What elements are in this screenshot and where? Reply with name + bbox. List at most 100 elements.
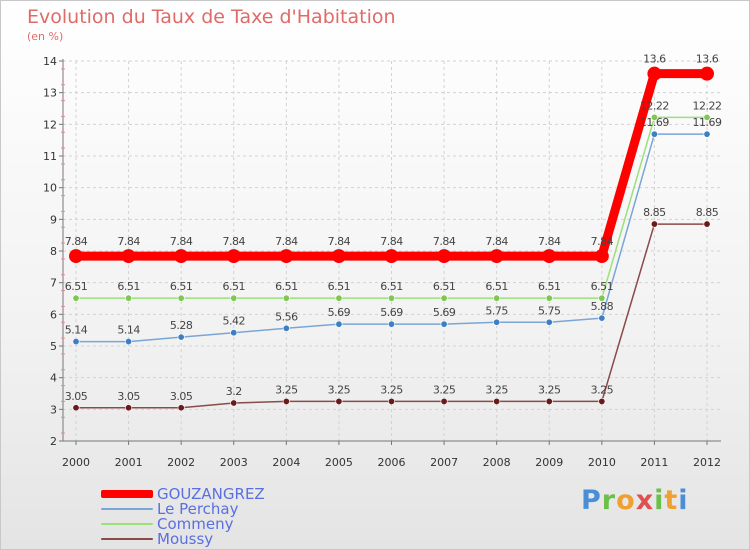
y-tick-label: 14 [43, 55, 57, 68]
legend-label: Moussy [157, 530, 214, 548]
data-label: 6.51 [223, 280, 246, 293]
data-point [335, 397, 343, 405]
data-point [437, 249, 452, 264]
data-label: 6.51 [275, 280, 298, 293]
data-label: 7.84 [538, 235, 561, 248]
data-label: 5.56 [275, 310, 298, 323]
data-point [230, 294, 238, 302]
data-label: 5.75 [485, 304, 508, 317]
legend-swatch [101, 538, 153, 540]
x-tick-label: 2012 [693, 456, 721, 469]
data-point [282, 294, 290, 302]
data-label: 5.69 [328, 306, 351, 319]
data-label: 6.51 [65, 280, 88, 293]
data-point [703, 113, 711, 121]
y-tick-label: 4 [50, 372, 57, 385]
legend-label: Le Perchay [157, 500, 239, 518]
data-point [598, 397, 606, 405]
data-label: 11.69 [693, 116, 722, 129]
data-point [226, 249, 241, 264]
data-label: 5.14 [117, 324, 140, 337]
y-tick-label: 2 [50, 435, 57, 448]
data-label: 3.25 [591, 383, 614, 396]
data-point [700, 66, 714, 81]
data-point [69, 249, 83, 264]
data-label: 3.25 [275, 383, 298, 396]
data-label: 8.85 [696, 206, 719, 219]
data-point [542, 249, 557, 264]
data-point [72, 294, 80, 302]
legend-item-moussy: Moussy [101, 531, 213, 547]
data-point [177, 294, 185, 302]
data-point [72, 338, 80, 346]
data-point [493, 294, 501, 302]
data-label: 5.75 [538, 304, 561, 317]
data-point [650, 130, 658, 138]
data-point [703, 220, 711, 228]
x-tick-label: 2008 [483, 456, 511, 469]
data-label: 5.28 [170, 319, 193, 332]
data-label: 3.25 [433, 383, 456, 396]
x-tick-label: 2003 [220, 456, 248, 469]
data-label: 8.85 [643, 206, 666, 219]
data-point [177, 333, 185, 341]
y-tick-label: 9 [50, 213, 57, 226]
data-point [440, 294, 448, 302]
x-tick-label: 2009 [535, 456, 563, 469]
data-point [125, 338, 133, 346]
x-tick-label: 2002 [167, 456, 195, 469]
x-tick-label: 2011 [640, 456, 668, 469]
data-label: 7.84 [433, 235, 456, 248]
y-tick-label: 5 [50, 340, 57, 353]
data-point [384, 249, 399, 264]
legend-swatch [101, 490, 153, 498]
legend-item-gouzangrez: GOUZANGREZ [101, 486, 265, 502]
y-tick-label: 8 [50, 245, 57, 258]
data-point [282, 324, 290, 332]
chart-title: Evolution du Taux de Taxe d'Habitation [27, 6, 396, 28]
data-label: 3.2 [226, 385, 242, 398]
data-point [545, 294, 553, 302]
x-tick-label: 2004 [272, 456, 300, 469]
data-label: 7.84 [275, 235, 298, 248]
data-point [387, 397, 395, 405]
y-tick-label: 12 [43, 118, 57, 131]
x-tick-label: 2001 [115, 456, 143, 469]
y-tick-label: 6 [50, 308, 57, 321]
data-point [650, 220, 658, 228]
data-label: 7.84 [380, 235, 403, 248]
data-label: 5.42 [223, 315, 246, 328]
data-label: 6.51 [433, 280, 456, 293]
data-point [230, 399, 238, 407]
x-tick-label: 2005 [325, 456, 353, 469]
data-label: 13.6 [643, 53, 666, 66]
y-tick-label: 13 [43, 87, 57, 100]
y-tick-label: 10 [43, 182, 57, 195]
brand-logo: Proxiti [581, 485, 689, 516]
y-tick-label: 11 [43, 150, 57, 163]
data-label: 5.69 [380, 306, 403, 319]
data-point [177, 404, 185, 412]
data-point [647, 66, 662, 81]
legend-swatch [101, 523, 153, 525]
data-label: 6.51 [170, 280, 193, 293]
data-label: 3.05 [170, 390, 193, 403]
data-label: 7.84 [328, 235, 351, 248]
y-tick-label: 3 [50, 403, 57, 416]
data-point [440, 397, 448, 405]
data-point [125, 404, 133, 412]
data-label: 6.51 [538, 280, 561, 293]
data-label: 3.05 [117, 390, 140, 403]
data-label: 7.84 [223, 235, 246, 248]
data-point [387, 294, 395, 302]
data-label: 5.69 [433, 306, 456, 319]
data-point [335, 320, 343, 328]
data-label: 3.25 [538, 383, 561, 396]
data-point [440, 320, 448, 328]
y-tick-label: 7 [50, 277, 57, 290]
data-point [545, 397, 553, 405]
data-label: 3.05 [65, 390, 88, 403]
data-point [335, 294, 343, 302]
data-point [493, 318, 501, 326]
